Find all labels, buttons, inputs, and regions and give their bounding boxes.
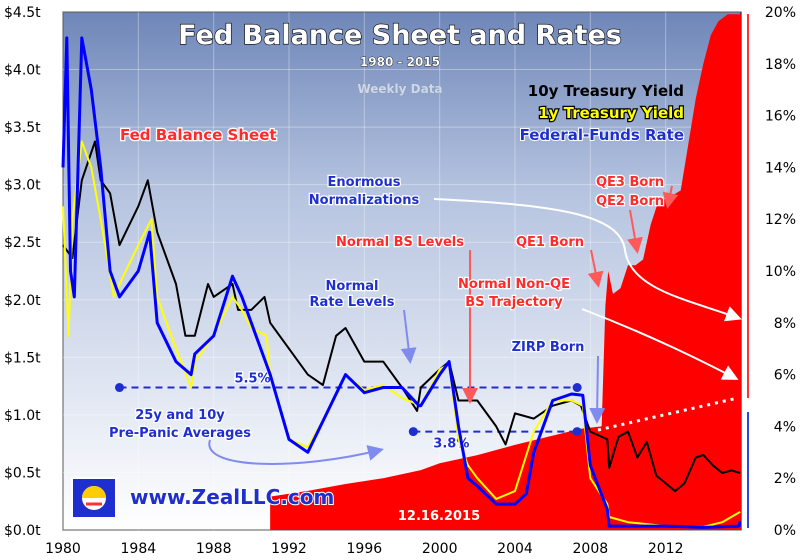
left-tick-label: $2.5t	[4, 235, 41, 251]
qe3-arrow	[662, 185, 679, 209]
x-tick-label: 1984	[121, 541, 157, 557]
date-stamp: 12.16.2015	[398, 509, 480, 524]
bs-trajectory-arrow	[581, 308, 739, 380]
ann-normal-bs-levels: Normal BS Levels	[336, 235, 464, 250]
reference-lines: 5.5%3.8%	[115, 370, 582, 453]
left-tick-label: $1.0t	[4, 408, 41, 424]
right-tick-label: 20%	[765, 5, 796, 21]
x-tick-label: 1992	[271, 541, 307, 557]
averages-arrow	[208, 439, 384, 465]
series-line-0	[62, 140, 741, 493]
ann-zirp-born: ZIRP Born	[512, 340, 585, 355]
x-tick-label: 2004	[497, 541, 533, 557]
left-tick-label: $0.5t	[4, 465, 41, 481]
legend-fed-funds: Federal-Funds Rate	[520, 126, 684, 144]
right-axis-ticks: 0% 2% 4% 6% 8% 10% 12% 14% 16% 18% 20%	[765, 5, 796, 539]
ann-qe2: QE2 Born	[596, 194, 664, 209]
x-axis-ticks: 1980 1984 1988 1992 1996 2000 2004 2008 2012	[45, 541, 683, 557]
legend-10y: 10y Treasury Yield	[528, 82, 684, 100]
x-tick-label: 1988	[196, 541, 232, 557]
qe2-arrow	[627, 209, 643, 254]
x-tick-label: 2012	[648, 541, 684, 557]
right-tick-label: 10%	[765, 264, 796, 280]
right-tick-label: 18%	[765, 57, 796, 73]
chart-subtitle: 1980 - 2015	[360, 55, 440, 69]
qe1-arrow	[587, 249, 604, 288]
ann-qe3: QE3 Born	[596, 175, 664, 190]
x-tick-label: 1996	[347, 541, 383, 557]
right-tick-label: 2%	[774, 471, 796, 487]
reference-dot-start-0	[115, 383, 124, 393]
reference-dot-end-1	[572, 427, 582, 437]
right-tick-label: 0%	[774, 523, 796, 539]
ann-averages-line1: 25y and 10y	[135, 408, 225, 423]
rate-series	[61, 36, 742, 529]
source-url[interactable]: www.ZealLLC.com	[129, 484, 335, 510]
normalizations-arrow	[433, 198, 742, 322]
x-tick-label: 2000	[422, 541, 458, 557]
ann-normal-non-qe: Normal Non-QE	[458, 277, 570, 292]
chart-title: Fed Balance Sheet and Rates	[178, 20, 622, 51]
left-tick-label: $0.0t	[4, 523, 41, 539]
ann-normalizations: Normalizations	[309, 193, 420, 208]
right-tick-label: 14%	[765, 160, 796, 176]
right-tick-label: 6%	[774, 368, 796, 384]
series-line-2	[61, 36, 742, 529]
left-tick-label: $1.5t	[4, 350, 41, 366]
zirp-arrow	[589, 355, 606, 424]
reference-dot-start-1	[408, 427, 418, 437]
balance-sheet-fill	[270, 14, 741, 530]
legend-1y: 1y Treasury Yield	[538, 104, 684, 122]
x-tick-label: 2008	[573, 541, 609, 557]
right-tick-label: 4%	[774, 419, 796, 435]
right-tick-label: 12%	[765, 212, 796, 228]
ann-averages-line2: Pre-Panic Averages	[109, 426, 251, 441]
left-tick-label: $2.0t	[4, 293, 41, 309]
ann-enormous: Enormous	[328, 175, 401, 190]
right-tick-label: 16%	[765, 109, 796, 125]
ann-normal: Normal	[326, 279, 379, 294]
right-tick-label: 8%	[774, 316, 796, 332]
reference-label-0: 5.5%	[235, 372, 271, 387]
zeal-logo	[71, 477, 117, 519]
weekly-data-note: Weekly Data	[357, 82, 442, 96]
left-tick-label: $4.0t	[4, 63, 41, 79]
x-tick-label: 1980	[45, 541, 81, 557]
left-tick-label: $3.0t	[4, 178, 41, 194]
balance-sheet-label: Fed Balance Sheet	[120, 126, 277, 144]
normal-rate-arrow	[400, 309, 417, 364]
reference-dot-end-0	[572, 383, 582, 393]
left-axis-ticks: $0.0t $0.5t $1.0t $1.5t $2.0t $2.5t $3.0t $3.5t…	[4, 5, 41, 539]
left-tick-label: $3.5t	[4, 120, 41, 136]
balance-sheet-area	[270, 14, 741, 530]
left-tick-label: $4.5t	[4, 5, 41, 21]
ann-rate-levels: Rate Levels	[310, 295, 395, 310]
ann-bs-trajectory: BS Trajectory	[465, 295, 563, 310]
ann-qe1: QE1 Born	[516, 235, 584, 250]
